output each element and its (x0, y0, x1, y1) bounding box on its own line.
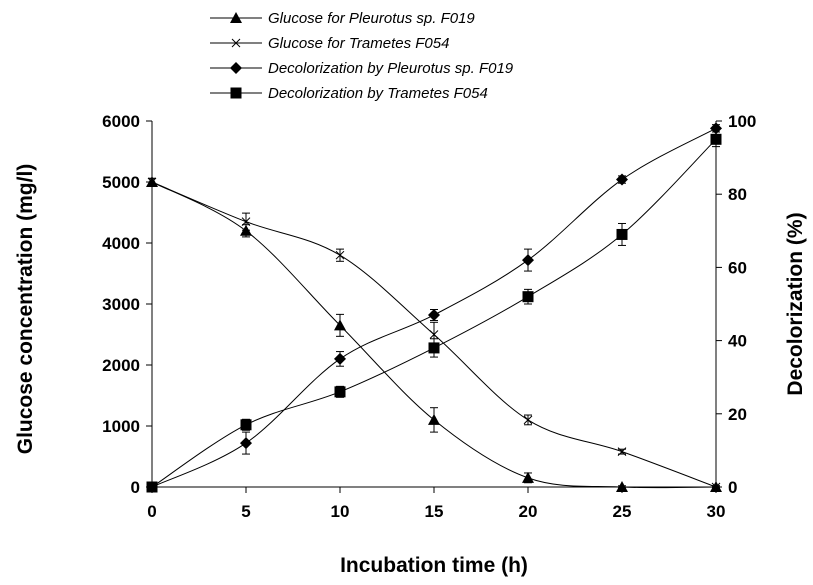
x-tick-label: 5 (241, 502, 250, 521)
y-right-tick-label: 0 (728, 478, 737, 497)
legend-label: Decolorization by Trametes F054 (268, 85, 488, 102)
data-point (522, 471, 534, 483)
data-point-stroke (241, 217, 251, 227)
x-tick-label: 25 (613, 502, 632, 521)
data-point (428, 308, 440, 321)
y-axis-right-title: Decolorization (%) (784, 212, 807, 395)
y-left-tick-label: 1000 (102, 417, 140, 436)
y-right-tick-label: 40 (728, 332, 747, 351)
data-point (616, 228, 628, 240)
data-point (428, 413, 440, 425)
x-tick-label: 15 (425, 502, 444, 521)
data-point-stroke (711, 482, 721, 492)
data-point (429, 330, 439, 339)
series-line-decolorization-pleurotus (151, 127, 717, 488)
y-left-tick-label: 5000 (102, 173, 140, 192)
y-right-tick-label: 80 (728, 185, 747, 204)
y-left-tick-label: 4000 (102, 234, 140, 253)
data-point (240, 419, 252, 431)
data-point-stroke (335, 250, 345, 260)
data-point (522, 254, 534, 267)
x-tick-label: 10 (331, 502, 350, 521)
data-point (710, 122, 722, 135)
y-left-tick-label: 2000 (102, 356, 140, 375)
data-point (710, 133, 722, 145)
legend-label: Glucose for Trametes F054 (268, 35, 449, 52)
data-point (616, 481, 628, 492)
ticks: 0 5 10 15 20 25 300100020003000400050006000020… (102, 112, 756, 521)
series-decolorization-trametes (146, 131, 722, 493)
legend-item-decolorization-trametes: Decolorization by Trametes F054 (210, 85, 488, 102)
legend-label: Glucose for Pleurotus sp. F019 (268, 10, 475, 27)
y-right-tick-label: 60 (728, 258, 747, 277)
series-decolorization-pleurotus (146, 122, 722, 493)
legend-label: Decolorization by Pleurotus sp. F019 (268, 60, 514, 77)
x-axis-title: Incubation time (h) (340, 554, 528, 577)
data-point-stroke (147, 177, 157, 187)
data-point-stroke (523, 415, 533, 425)
y-left-tick-label: 6000 (102, 112, 140, 131)
data-point (522, 291, 534, 303)
legend-marker (230, 87, 242, 99)
legend-item-glucose-pleurotus: Glucose for Pleurotus sp. F019 (210, 10, 475, 27)
data-point (617, 447, 627, 456)
y-left-tick-label: 3000 (102, 295, 140, 314)
data-point (334, 386, 346, 398)
legend-item-glucose-trametes: Glucose for Trametes F054 (210, 35, 449, 52)
data-point (523, 415, 533, 425)
y-left-tick-label: 0 (131, 478, 140, 497)
x-tick-label: 20 (519, 502, 538, 521)
data-point-stroke (617, 447, 627, 456)
data-point (335, 250, 345, 260)
legend-marker (231, 38, 241, 48)
data-point (334, 352, 346, 365)
data-point (428, 342, 440, 354)
legend-marker-stroke (231, 38, 241, 48)
data-point (334, 319, 346, 331)
y-axis-left-title: Glucose concentration (mg/l) (14, 164, 37, 455)
series-group (146, 122, 722, 493)
y-right-tick-label: 100 (728, 112, 756, 131)
data-point (711, 482, 721, 492)
legend-marker (230, 62, 242, 74)
data-point (241, 217, 251, 227)
data-point (147, 177, 157, 187)
x-tick-label: 0 (147, 502, 156, 521)
data-point (240, 437, 252, 450)
legend-marker (230, 12, 242, 23)
series-glucose-trametes (147, 177, 721, 492)
legend-item-decolorization-pleurotus: Decolorization by Pleurotus sp. F019 (210, 60, 514, 77)
x-tick-label: 30 (707, 502, 726, 521)
data-point (616, 173, 628, 186)
data-point-stroke (429, 330, 439, 339)
y-right-tick-label: 20 (728, 405, 747, 424)
data-point (146, 481, 158, 493)
legend: Glucose for Pleurotus sp. F019 Glucose fo… (210, 10, 514, 102)
